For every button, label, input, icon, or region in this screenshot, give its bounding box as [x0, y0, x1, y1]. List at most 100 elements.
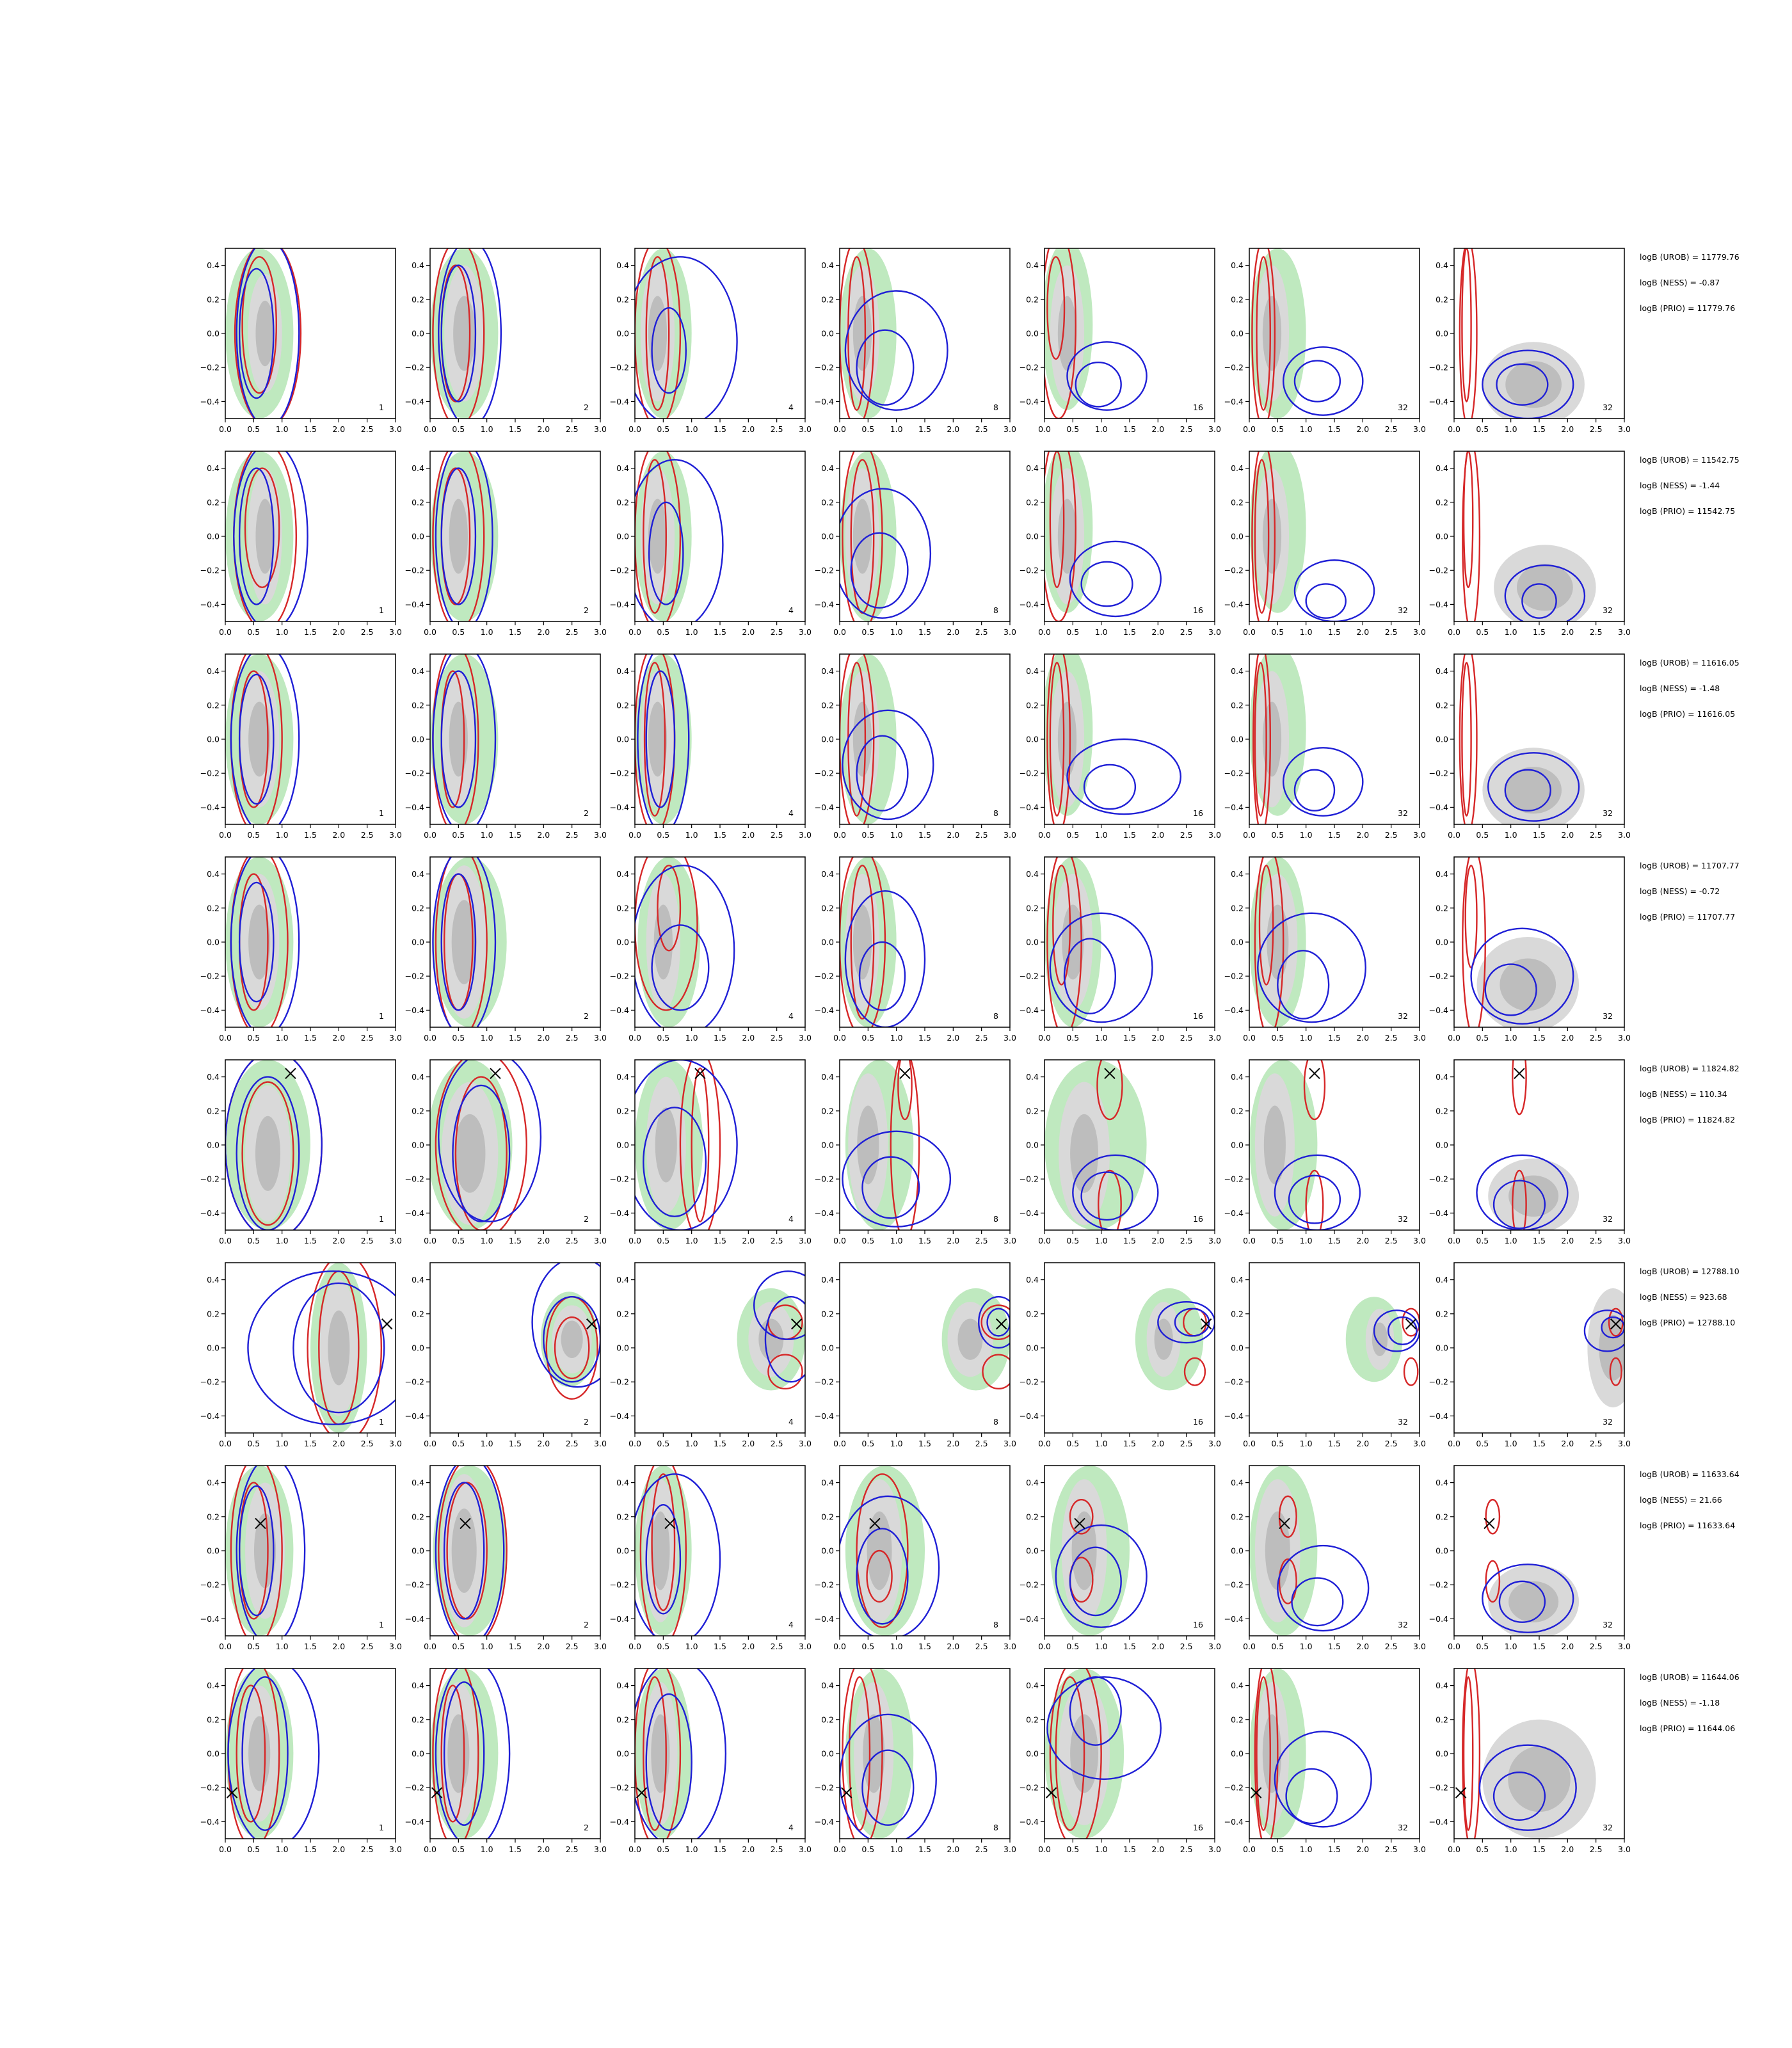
x-tick-label: 0.5: [1476, 1439, 1489, 1448]
panel-label: 2: [584, 1214, 589, 1224]
subplot-r3-c2: 0.0 0.5 1.0 1.5 2.0 2.5 3.0 −0.4 −0.2 0.0 0.2 0.4 2: [405, 653, 607, 840]
x-tick-label: 2.5: [1590, 830, 1603, 840]
y-tick-label: 0.0: [207, 532, 220, 541]
y-tick-label: 0.4: [821, 869, 834, 879]
true-value-marker: [869, 1517, 881, 1530]
x-tick-label: 1.0: [1505, 830, 1517, 840]
x-tick-label: 1.5: [1328, 1033, 1341, 1043]
subplot-canvas: 0.0 0.5 1.0 1.5 2.0 2.5 3.0 −0.4 −0.2 0.0 0.2 0.4 8: [815, 1465, 1016, 1651]
x-tick-label: 1.0: [1505, 1844, 1517, 1854]
red-contour-1: [635, 857, 698, 1011]
x-tick-label: 1.0: [1505, 1439, 1517, 1448]
subplot-canvas: 0.0 0.5 1.0 1.5 2.0 2.5 3.0 −0.4 −0.2 0.0 0.2 0.4 4: [610, 1668, 812, 1854]
x-tick-label: 3.0: [594, 424, 607, 434]
y-tick-label: −0.2: [200, 1580, 220, 1590]
grey-density-core: [451, 1508, 477, 1593]
y-tick-label: 0.4: [412, 869, 424, 879]
y-tick-label: 0.2: [412, 1512, 424, 1521]
blue-contour-2: [1069, 1546, 1122, 1617]
y-tick-label: 0.0: [1026, 329, 1039, 339]
blue-contour-1: [637, 654, 690, 824]
y-tick-label: 0.0: [412, 1546, 424, 1556]
y-tick-label: 0.2: [1026, 1715, 1039, 1724]
blue-contour-2: [643, 1107, 707, 1217]
y-tick-label: 0.2: [412, 1309, 424, 1318]
y-tick-label: 0.2: [412, 497, 424, 507]
subplot-r2-c6: 0.0 0.5 1.0 1.5 2.0 2.5 3.0 −0.4 −0.2 0.0 0.2 0.4 32: [1224, 451, 1426, 637]
subplot-canvas: 0.0 0.5 1.0 1.5 2.0 2.5 3.0 −0.4 −0.2 0.0 0.2 0.4 32: [1224, 1262, 1426, 1448]
plot-area: [430, 451, 499, 621]
panel-label: 1: [379, 1823, 384, 1832]
grey-density-core: [451, 900, 477, 984]
x-tick-label: 0.5: [1271, 830, 1284, 840]
x-tick-label: 2.0: [1561, 1844, 1574, 1854]
x-tick-label: 1.5: [1533, 1439, 1546, 1448]
x-tick-label: 0.0: [1243, 1033, 1256, 1043]
blue-contour-2: [1293, 769, 1336, 812]
y-tick-label: −0.2: [1020, 363, 1039, 372]
red-contour-2: [848, 1676, 871, 1831]
y-tick-label: −0.4: [405, 1005, 424, 1015]
x-tick-label: 2.5: [1385, 1844, 1398, 1854]
x-tick-label: 1.0: [890, 424, 903, 434]
subplot-r7-c4: 0.0 0.5 1.0 1.5 2.0 2.5 3.0 −0.4 −0.2 0.0 0.2 0.4 8: [815, 1465, 1016, 1651]
blue-contour-2: [1521, 583, 1557, 619]
x-tick-label: 0.5: [1066, 830, 1079, 840]
red-contour-2: [982, 1354, 1010, 1390]
x-tick-label: 0.5: [452, 627, 465, 637]
y-tick-label: −0.2: [815, 566, 834, 575]
y-tick-label: −0.2: [1020, 1580, 1039, 1590]
y-tick-label: 0.2: [1026, 903, 1039, 913]
blue-contour-1: [230, 857, 300, 1027]
x-tick-label: 0.0: [1038, 1033, 1051, 1043]
x-tick-label: 1.5: [918, 830, 931, 840]
blue-contour-1: [635, 256, 738, 419]
x-tick-label: 0.0: [1448, 1642, 1460, 1651]
panel-label: 32: [1603, 808, 1613, 818]
true-value-marker: [381, 1318, 393, 1330]
x-tick-label: 1.5: [1123, 1236, 1136, 1245]
x-tick-label: 2.5: [566, 830, 579, 840]
x-tick-label: 2.0: [1151, 424, 1164, 434]
panel-label: 1: [379, 808, 384, 818]
x-tick-label: 0.0: [1243, 1642, 1256, 1651]
grey-density-core: [1062, 904, 1084, 980]
y-tick-label: 0.0: [821, 1749, 834, 1759]
plot-area: [840, 451, 932, 621]
true-value-marker: [1309, 1068, 1320, 1079]
x-tick-label: 2.5: [1180, 1642, 1193, 1651]
red-contour-1: [1251, 451, 1276, 621]
subplot-canvas: 0.0 0.5 1.0 1.5 2.0 2.5 3.0 −0.4 −0.2 0.0 0.2 0.4 1: [200, 451, 402, 637]
x-tick-label: 0.0: [424, 424, 436, 434]
red-contour-2: [1403, 1357, 1419, 1386]
subplot-canvas: 0.0 0.5 1.0 1.5 2.0 2.5 3.0 −0.4 −0.2 0.0 0.2 0.4 2: [405, 248, 607, 434]
y-tick-label: 0.0: [1026, 1140, 1039, 1150]
plot-area: [635, 1466, 721, 1636]
x-tick-label: 3.0: [1004, 1033, 1016, 1043]
x-tick-label: 1.0: [481, 1844, 493, 1854]
x-tick-label: 2.5: [1590, 627, 1603, 637]
y-tick-label: −0.4: [200, 1614, 220, 1624]
y-tick-label: 0.2: [1026, 294, 1039, 304]
x-tick-label: 0.0: [424, 1642, 436, 1651]
x-tick-label: 0.5: [247, 1236, 260, 1245]
x-tick-label: 1.0: [1300, 627, 1313, 637]
x-tick-label: 1.0: [276, 627, 289, 637]
x-tick-label: 1.0: [1095, 1236, 1108, 1245]
subplot-canvas: 0.0 0.5 1.0 1.5 2.0 2.5 3.0 −0.4 −0.2 0.0 0.2 0.4 8: [815, 1059, 1016, 1245]
y-tick-label: −0.2: [200, 769, 220, 778]
x-tick-label: 1.0: [276, 830, 289, 840]
plot-area: [225, 857, 300, 1027]
true-value-marker: [490, 1068, 501, 1079]
x-tick-label: 0.5: [1271, 1844, 1284, 1854]
panel-label: 32: [1398, 1823, 1408, 1832]
y-tick-label: −0.4: [1224, 1411, 1244, 1421]
x-tick-label: 0.5: [452, 1844, 465, 1854]
x-tick-label: 2.5: [771, 1236, 783, 1245]
x-tick-label: 0.0: [219, 1439, 232, 1448]
x-tick-label: 2.5: [1180, 830, 1193, 840]
x-tick-label: 0.5: [861, 1033, 874, 1043]
subplot-r5-c5: 0.0 0.5 1.0 1.5 2.0 2.5 3.0 −0.4 −0.2 0.0 0.2 0.4 16: [1020, 1059, 1221, 1245]
x-tick-label: 0.5: [452, 1642, 465, 1651]
